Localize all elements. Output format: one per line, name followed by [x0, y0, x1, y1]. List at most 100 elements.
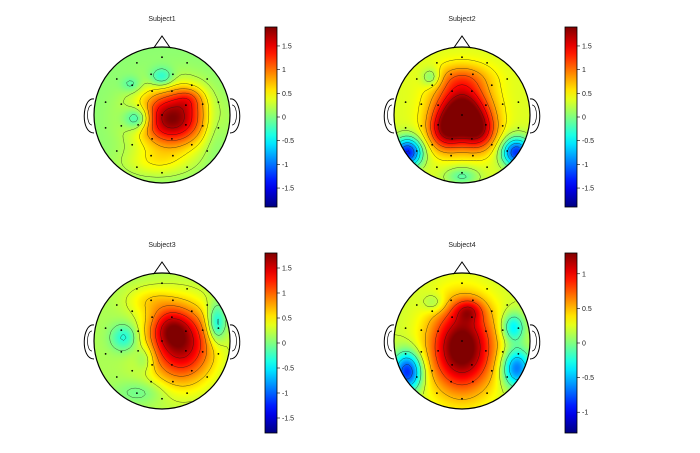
electrode-marker: [420, 351, 423, 353]
electrode-marker: [136, 166, 138, 169]
electrode-marker: [171, 316, 173, 318]
subplot-title-subject3: Subject3: [148, 242, 175, 249]
electrode-marker: [201, 351, 204, 353]
electrode-marker: [431, 310, 434, 313]
head-outline: [393, 272, 531, 410]
electrode-marker: [451, 364, 453, 366]
electrode-marker: [150, 73, 153, 76]
contour-line: [155, 97, 193, 135]
electrode-marker: [517, 127, 520, 129]
electrode-marker: [490, 143, 493, 146]
colorbar-subject3: [264, 252, 278, 434]
left-ear-inner: [387, 104, 393, 126]
right-ear-inner: [531, 330, 537, 352]
electrode-marker: [461, 171, 463, 174]
electrode-marker: [185, 350, 187, 352]
contour-line: [144, 295, 215, 387]
electrode-marker: [172, 73, 174, 76]
electrode-marker: [451, 316, 453, 318]
electrode-marker: [415, 376, 418, 378]
colorbar-tick-label: 0: [282, 341, 286, 348]
electrode-marker: [185, 104, 187, 106]
electrode-marker: [137, 124, 140, 126]
head-outline: [93, 46, 231, 184]
colorbar-tick-label: -0.5: [582, 138, 594, 145]
electrode-marker: [471, 90, 473, 92]
contour-line: [139, 83, 210, 166]
electrode-marker: [185, 330, 187, 332]
contour-line: [150, 305, 207, 377]
electrode-marker: [415, 304, 418, 306]
contour-line: [396, 316, 528, 390]
electrode-marker: [186, 166, 189, 169]
electrode-marker: [436, 62, 438, 64]
electrode-marker: [420, 329, 423, 331]
electrode-marker: [190, 84, 193, 87]
electrode-marker: [485, 350, 487, 352]
contour-line: [399, 135, 526, 179]
electrode-marker: [131, 143, 134, 146]
electrode-marker: [437, 104, 439, 106]
electrode-marker: [161, 114, 163, 116]
contour-line: [430, 75, 494, 149]
electrode-marker: [206, 376, 209, 378]
right-ear-outline: [229, 324, 241, 360]
left-ear-outline: [83, 98, 95, 134]
electrode-marker: [501, 351, 504, 353]
electrode-marker: [506, 78, 509, 80]
contour-line: [434, 84, 490, 144]
electrode-marker: [104, 327, 107, 329]
electrode-marker: [431, 84, 434, 87]
electrode-marker: [137, 350, 140, 352]
subplot-title-subject2: Subject2: [448, 16, 475, 23]
electrode-marker: [186, 62, 189, 64]
electrode-marker: [415, 78, 418, 80]
electrode-marker: [471, 138, 473, 140]
right-ear-inner: [231, 330, 237, 352]
electrode-marker: [506, 304, 509, 306]
electrode-marker: [420, 125, 423, 127]
right-ear-inner: [531, 104, 537, 126]
electrode-marker: [461, 397, 463, 400]
electrode-marker: [450, 154, 452, 157]
electrode-marker: [517, 101, 520, 103]
electrode-marker: [115, 304, 118, 306]
electrode-marker: [404, 101, 407, 103]
electrode-marker: [485, 124, 487, 126]
electrode-marker: [490, 369, 493, 372]
electrode-marker: [506, 150, 509, 152]
colorbar-tick-label: -1: [282, 162, 288, 169]
electrode-marker: [120, 351, 123, 353]
electrode-marker: [461, 340, 463, 342]
electrode-marker: [190, 369, 193, 372]
contour-line: [393, 295, 516, 395]
electrode-marker: [161, 340, 163, 342]
electrode-marker: [104, 353, 107, 355]
electrode-marker: [137, 104, 140, 106]
electrode-marker: [486, 392, 488, 394]
electrode-marker: [171, 364, 173, 366]
head-outline: [393, 46, 531, 184]
electrode-marker: [115, 376, 118, 378]
left-ear-inner: [87, 330, 93, 352]
panel-subject1: Subject1 1.5 1 0.5 0 -0.5 -1 -1.5: [83, 16, 294, 208]
electrode-marker: [120, 329, 123, 331]
right-ear-inner: [231, 104, 237, 126]
electrode-marker: [501, 329, 504, 331]
electrode-marker: [517, 327, 520, 329]
electrode-marker: [104, 101, 107, 103]
electrode-marker: [151, 316, 154, 318]
colorbar-tick-label: 1: [282, 291, 286, 298]
electrode-marker: [472, 380, 474, 383]
electrode-marker: [404, 127, 407, 129]
contour-line: [417, 59, 507, 162]
contour-line: [396, 70, 527, 181]
electrode-marker: [137, 330, 140, 332]
contour-line: [443, 306, 481, 373]
colorbar-tick-label: 1.5: [282, 266, 292, 273]
electrode-marker: [172, 380, 174, 383]
electrode-marker: [161, 397, 163, 400]
contour-line: [405, 150, 410, 155]
contour-line: [424, 292, 498, 400]
colorbar-subject2: [564, 26, 578, 208]
